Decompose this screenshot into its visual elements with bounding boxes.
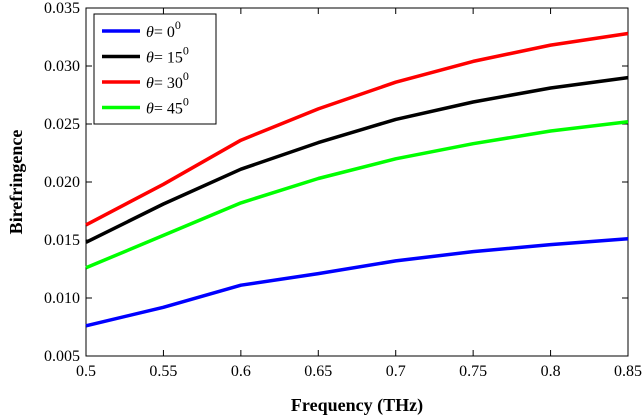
y-tick-label: 0.030 — [44, 58, 80, 75]
legend-entry-label: θ= 150 — [146, 44, 189, 67]
y-tick-label: 0.035 — [44, 0, 80, 17]
legend-symbol: θ — [146, 50, 154, 67]
series-line-1 — [85, 75, 629, 244]
legend-symbol: θ — [146, 24, 154, 41]
y-tick-label: 0.010 — [44, 290, 80, 307]
series-line-0 — [85, 237, 629, 328]
y-tick-label: 0.020 — [44, 174, 80, 191]
x-tick-label: 0.75 — [459, 363, 487, 380]
x-tick-label: 0.8 — [541, 363, 561, 380]
legend-superscript: 0 — [175, 18, 181, 32]
x-axis-title: Frequency (THz) — [291, 395, 423, 416]
x-axis-ticks: 0.5 0.55 0.6 0.65 0.7 0.75 0.8 0.85 — [76, 8, 642, 380]
y-tick-label: 0.015 — [44, 232, 80, 249]
series-layer — [85, 31, 629, 328]
x-tick-label: 0.7 — [386, 363, 406, 380]
legend-symbol: θ — [146, 101, 154, 118]
x-tick-label: 0.6 — [231, 363, 251, 380]
legend-entry-label: θ= 450 — [146, 95, 189, 118]
legend-superscript: 0 — [183, 95, 189, 109]
legend-entry-label: θ= 300 — [146, 69, 189, 92]
legend-symbol: θ — [146, 75, 154, 92]
x-tick-label: 0.65 — [304, 363, 332, 380]
legend-value: = 45 — [154, 101, 183, 118]
x-tick-label: 0.85 — [614, 363, 642, 380]
legend-value: = 15 — [154, 50, 183, 67]
series-line-3 — [85, 119, 629, 270]
legend-superscript: 0 — [183, 44, 189, 58]
legend-value: = 30 — [154, 75, 183, 92]
legend-entry-label: θ= 00 — [146, 18, 181, 41]
x-tick-label: 0.5 — [76, 363, 96, 380]
y-tick-label: 0.025 — [44, 116, 80, 133]
y-axis-ticks: 0.005 0.010 0.015 0.020 0.025 0.030 0.035 — [44, 0, 628, 365]
series-line-2 — [85, 31, 629, 227]
legend-value: = 0 — [154, 24, 175, 41]
y-tick-label: 0.005 — [44, 348, 80, 365]
legend-superscript: 0 — [183, 69, 189, 83]
x-tick-label: 0.55 — [149, 363, 177, 380]
y-axis-title: Birefringence — [6, 130, 26, 235]
